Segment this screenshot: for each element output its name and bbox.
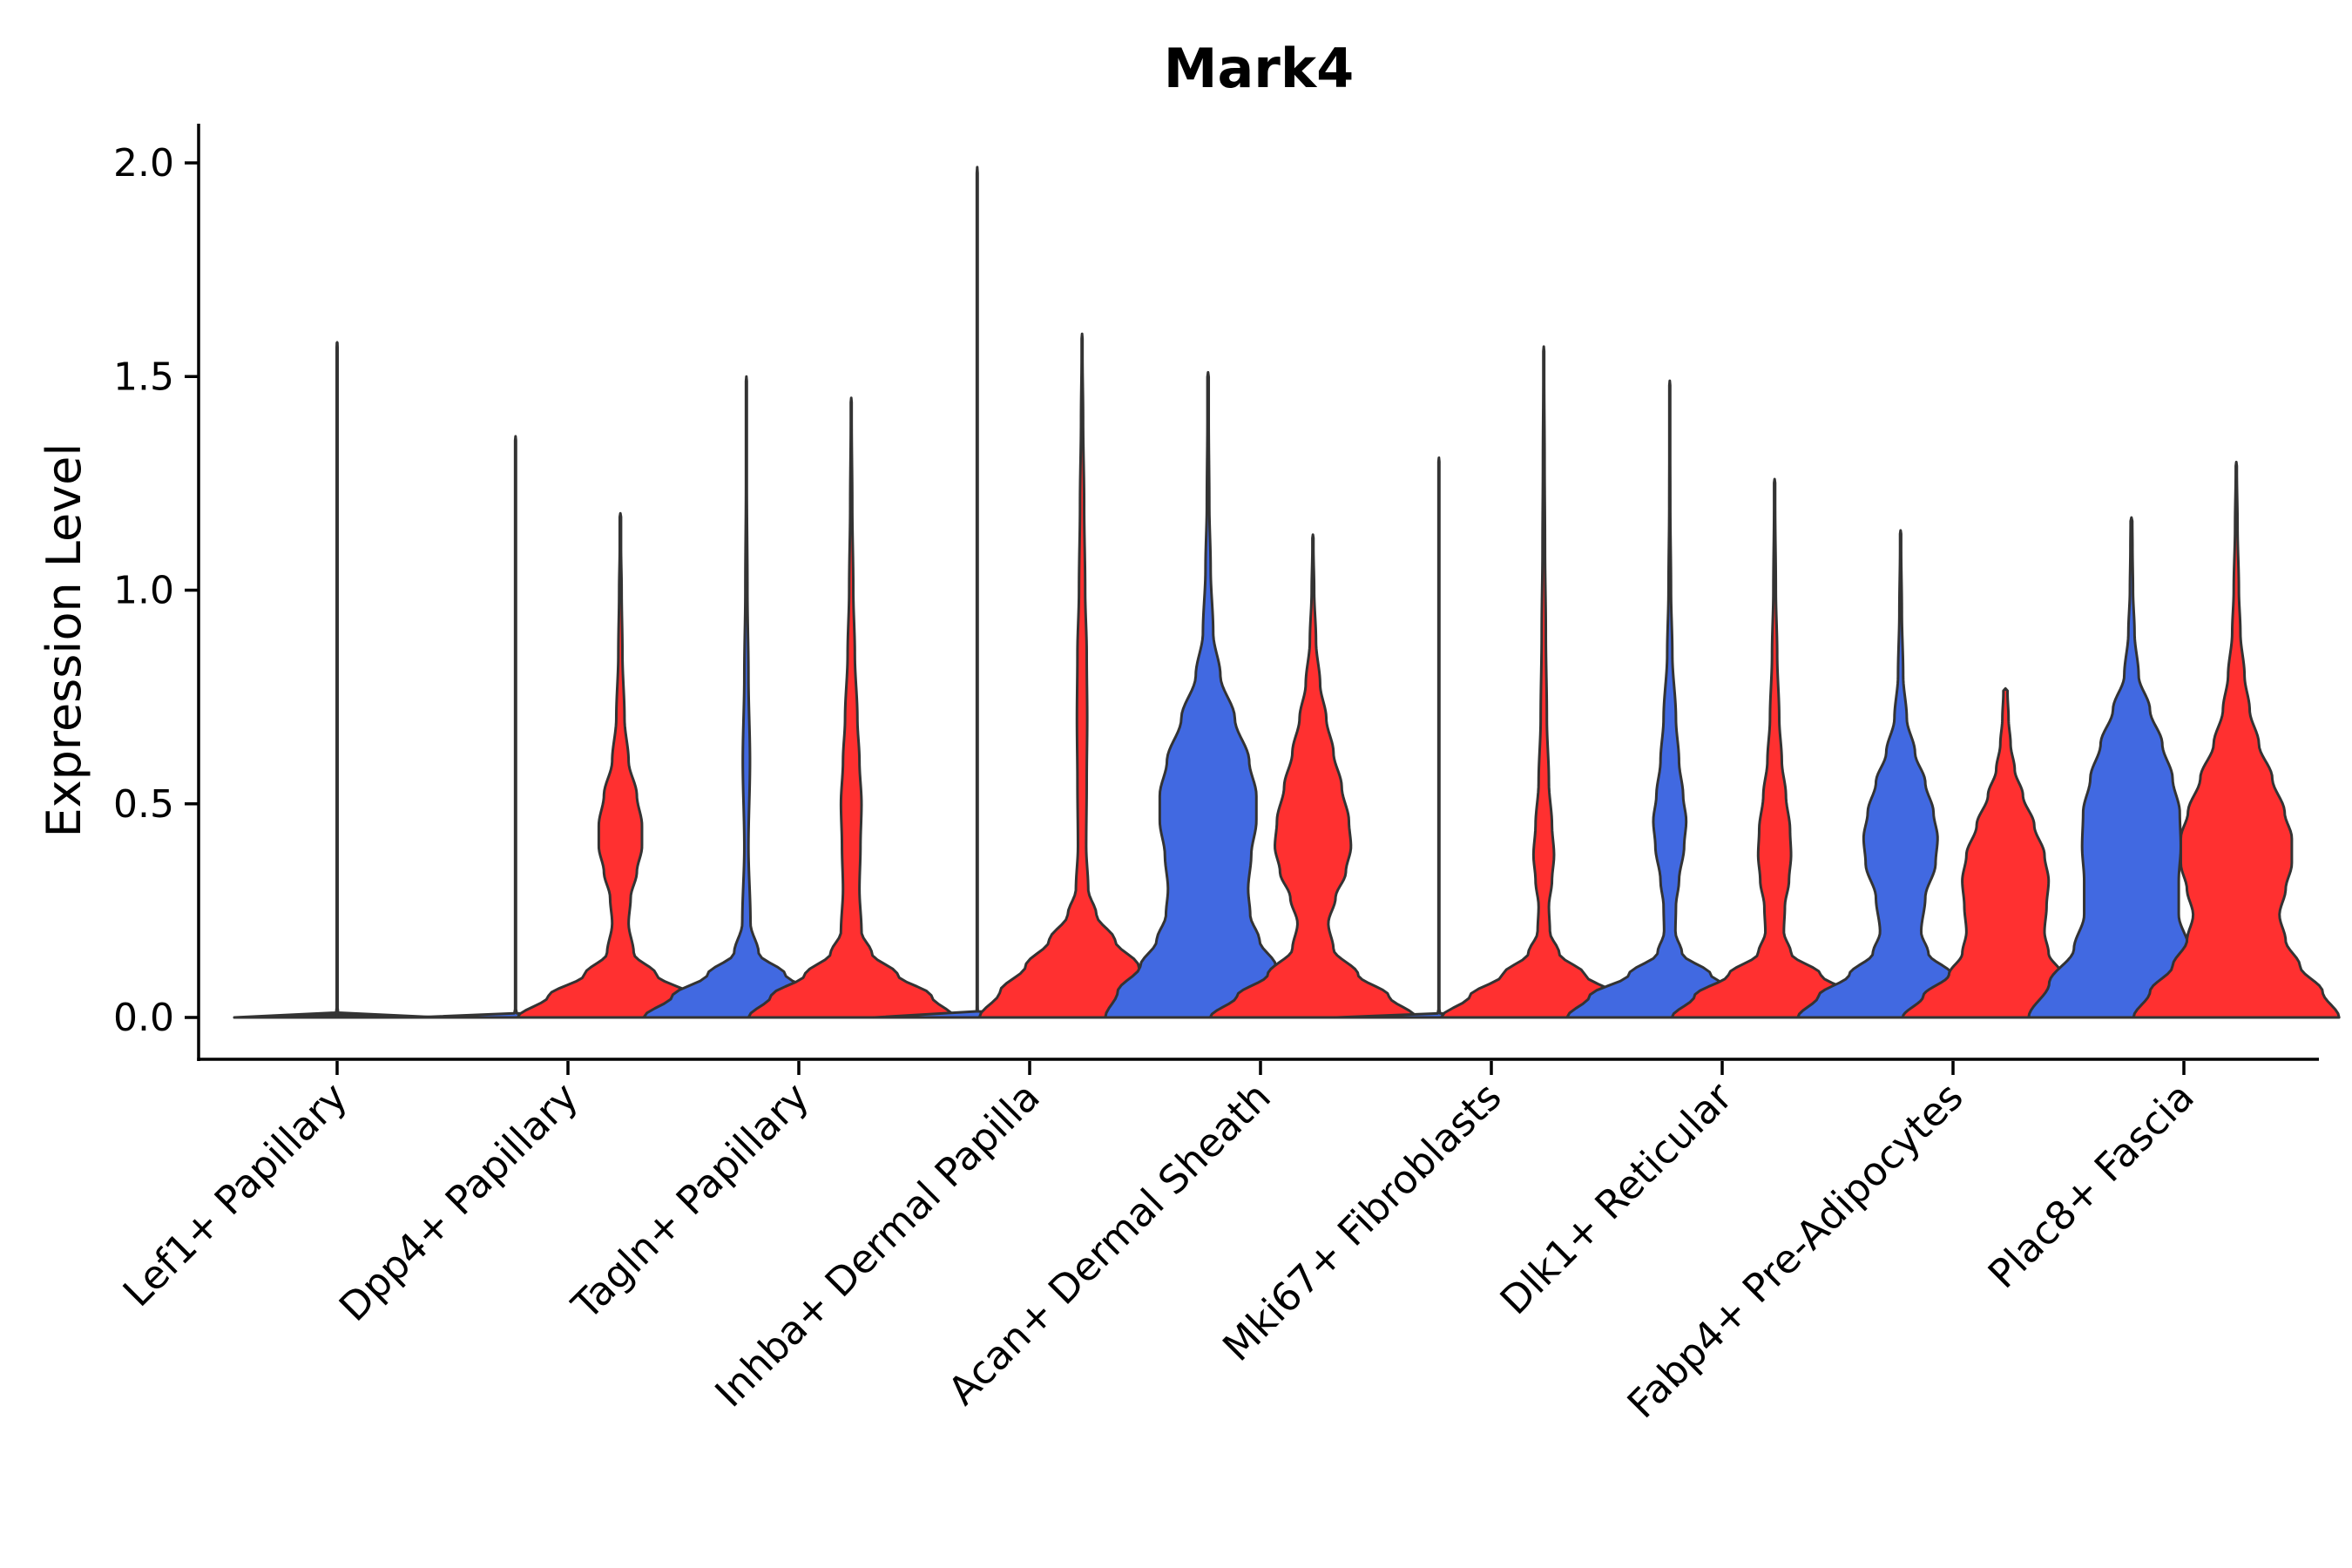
violin-red (1670, 477, 1879, 1019)
violin-red (977, 332, 1186, 1019)
violin-red (747, 396, 956, 1019)
violin-red (516, 511, 725, 1019)
violin-group (1796, 529, 2110, 1019)
violin-red (1208, 533, 1417, 1019)
chart-title: Mark4 (1164, 37, 1354, 100)
violin-red (1901, 686, 2110, 1019)
y-tick-label: 1.5 (113, 355, 174, 399)
y-tick-label: 0.0 (113, 996, 174, 1040)
violin-red (2132, 460, 2341, 1019)
violin-blue (873, 166, 1082, 1019)
y-tick-label: 2.0 (113, 141, 174, 186)
violin-blue (411, 435, 620, 1019)
y-axis-label: Expression Level (37, 443, 91, 838)
violin-red (1439, 345, 1648, 1019)
violin-blue (1796, 529, 2005, 1019)
y-tick-label: 1.0 (113, 569, 174, 613)
x-category-label: Lef1+ Papillary (114, 1073, 356, 1315)
violin-blue (1565, 379, 1774, 1019)
violin-group (1335, 345, 1648, 1019)
x-category-label: Dlk1+ Reticular (1491, 1073, 1741, 1323)
violin-group (411, 435, 725, 1019)
violin-group (1565, 379, 1879, 1019)
violin-group (642, 375, 956, 1019)
violin-blue (1104, 370, 1313, 1019)
violin-group (1104, 370, 1417, 1019)
y-axis-ticks: 0.0 0.5 1.0 1.5 2.0 (113, 141, 199, 1040)
violin-group (233, 341, 442, 1019)
violin-blue (1335, 456, 1544, 1019)
y-tick-label: 0.5 (113, 782, 174, 827)
violin-blue (642, 375, 851, 1019)
violin-layer (233, 166, 2341, 1019)
x-category-label: Dpp4+ Papillary (330, 1073, 587, 1330)
x-category-label: Tagln+ Papillary (563, 1073, 818, 1328)
violin-group (873, 166, 1186, 1019)
violin-group (2027, 460, 2341, 1019)
x-category-label: Plac8+ Fascia (1979, 1073, 2203, 1297)
